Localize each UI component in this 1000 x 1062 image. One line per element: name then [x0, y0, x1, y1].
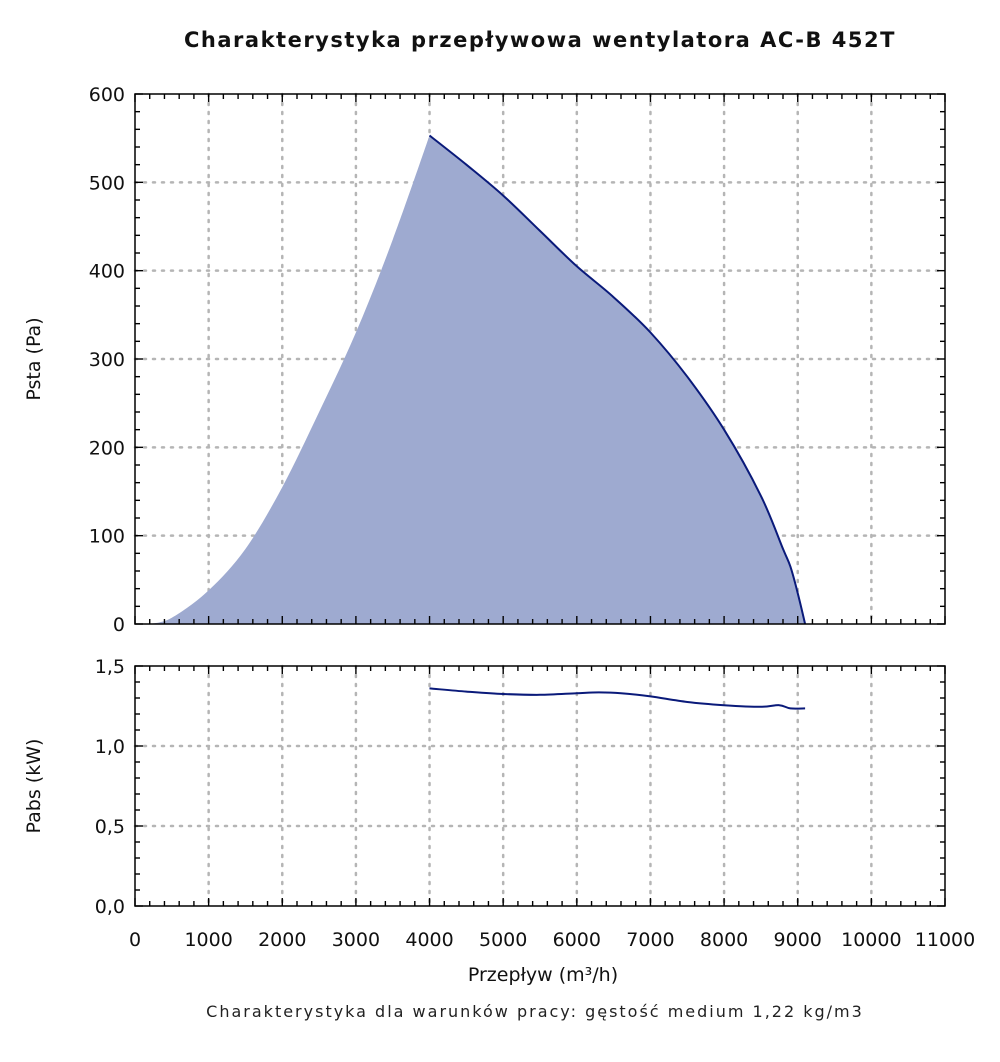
pressure-ytick-label-6: 600	[89, 84, 125, 106]
pressure-panel: 0 100 200 300 400 500 600 Psta (Pa)	[23, 84, 947, 636]
x-tick-label-0: 0	[129, 929, 141, 951]
pressure-ytick-label-3: 300	[89, 349, 125, 371]
x-tick-label-7: 7000	[626, 929, 674, 951]
power-grid	[133, 664, 947, 908]
x-tick-label-9: 9000	[774, 929, 822, 951]
power-ticks	[134, 665, 946, 907]
chart-title: Charakterystyka przepływowa wentylatora …	[184, 28, 896, 52]
x-tick-label-4: 4000	[405, 929, 453, 951]
pressure-y-tick-labels: 0 100 200 300 400 500 600	[89, 84, 125, 636]
x-tick-label-3: 3000	[332, 929, 380, 951]
x-tick-labels: 0 1000 2000 3000 4000 5000 6000 7000 8000 9000 100…	[129, 929, 975, 951]
x-tick-label-11: 11000	[915, 929, 975, 951]
x-tick-label-8: 8000	[700, 929, 748, 951]
x-axis-label: Przepływ (m³/h)	[468, 964, 618, 986]
pressure-curve	[428, 134, 807, 625]
operating-conditions-note: Charakterystyka dla warunków pracy: gęst…	[206, 1002, 864, 1021]
pressure-ytick-label-4: 400	[89, 261, 125, 283]
x-tick-label-2: 2000	[258, 929, 306, 951]
pressure-area-fill	[149, 135, 806, 624]
power-ytick-label-0: 0,0	[95, 896, 125, 918]
pressure-ytick-label-1: 100	[89, 526, 125, 548]
power-ytick-label-1: 0,5	[95, 816, 125, 838]
pressure-ytick-label-2: 200	[89, 437, 125, 459]
power-ytick-label-3: 1,5	[95, 656, 125, 678]
pressure-ticks	[134, 93, 946, 625]
power-plot-frame	[134, 665, 946, 907]
x-tick-label-1: 1000	[184, 929, 232, 951]
power-panel: 0,0 0,5 1,0 1,5 Pabs (kW)	[23, 656, 947, 918]
x-tick-label-5: 5000	[479, 929, 527, 951]
power-curve	[429, 687, 806, 710]
x-tick-label-6: 6000	[553, 929, 601, 951]
power-axis-label: Pabs (kW)	[23, 739, 45, 834]
pressure-axis-label: Psta (Pa)	[23, 317, 45, 400]
power-y-tick-labels: 0,0 0,5 1,0 1,5	[95, 656, 125, 918]
pressure-ytick-label-5: 500	[89, 172, 125, 194]
power-ytick-label-2: 1,0	[95, 736, 125, 758]
pressure-ytick-label-0: 0	[113, 614, 125, 636]
x-tick-label-10: 10000	[841, 929, 901, 951]
